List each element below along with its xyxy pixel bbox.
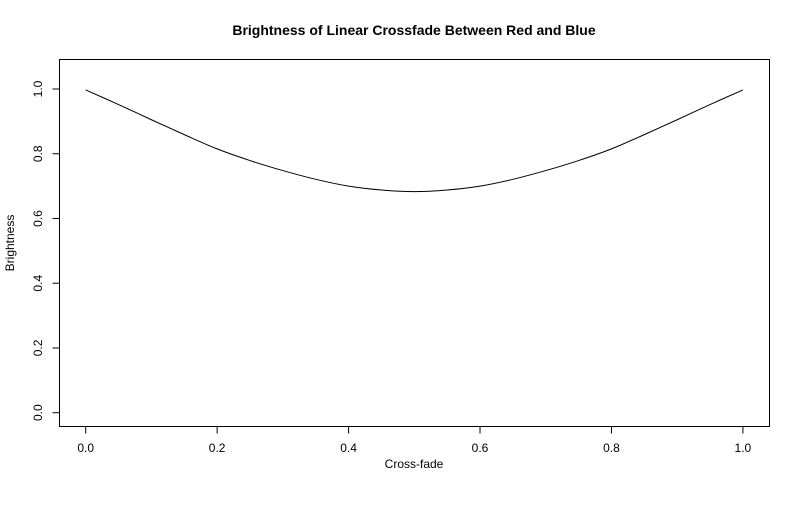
x-axis: 0.0 0.2 0.4 0.6 0.8 1.0 [77, 426, 752, 455]
plot-box [59, 59, 770, 427]
series-line-brightness [85, 89, 744, 193]
x-tick-label: 0.6 [472, 441, 489, 455]
y-tick-label: 0.4 [31, 275, 45, 292]
y-axis: 0.0 0.2 0.4 0.6 0.8 1.0 [31, 80, 60, 421]
x-tick-label: 0.2 [209, 441, 226, 455]
x-tick-label: 1.0 [735, 441, 752, 455]
y-tick-label: 1.0 [31, 80, 45, 97]
x-axis-label: Cross-fade [385, 457, 444, 471]
x-tick-label: 0.4 [340, 441, 357, 455]
y-tick-label: 0.0 [31, 404, 45, 421]
y-tick-label: 0.8 [31, 145, 45, 162]
y-tick-label: 0.6 [31, 210, 45, 227]
chart-title: Brightness of Linear Crossfade Between R… [232, 22, 596, 38]
y-tick-label: 0.2 [31, 339, 45, 356]
x-tick-label: 0.0 [77, 441, 94, 455]
x-tick-label: 0.8 [603, 441, 620, 455]
y-axis-label: Brightness [3, 215, 17, 272]
series-layer [85, 89, 744, 193]
